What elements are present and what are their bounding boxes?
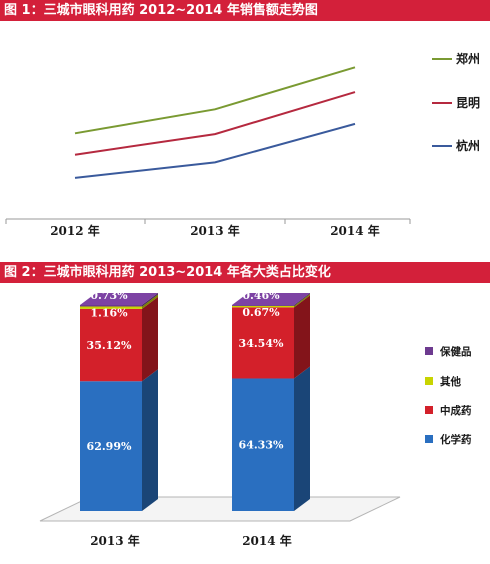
data-label: 35.12% xyxy=(87,339,132,352)
x-tick-label: 2014 年 xyxy=(242,533,292,548)
data-label: 0.67% xyxy=(242,306,280,319)
bar-segment xyxy=(232,307,294,379)
data-label: 34.54% xyxy=(239,337,284,350)
legend-swatch xyxy=(425,347,433,355)
data-label: 62.99% xyxy=(87,440,132,453)
bar-top-face xyxy=(232,293,310,305)
bar-segment-side xyxy=(142,296,158,382)
series-line-2 xyxy=(74,91,356,156)
bar-segment-side xyxy=(142,294,158,309)
bar-segment xyxy=(80,381,142,511)
x-tick-label: 2013 年 xyxy=(190,223,240,238)
legend-swatch xyxy=(425,406,433,414)
bar-segment xyxy=(232,305,294,306)
legend-label: 其他 xyxy=(440,375,461,388)
legend-swatch xyxy=(425,377,433,385)
bar-segment-side xyxy=(142,293,158,307)
data-label: 64.33% xyxy=(239,439,284,452)
legend-label: 化学药 xyxy=(440,433,472,446)
bar-segment-side xyxy=(294,293,310,306)
bar-segment xyxy=(80,306,142,309)
bar-segment-side xyxy=(294,293,310,308)
stacked-bar-chart: 62.99% 35.12% 1.16% 0.73% 2013 年 64.33% 34.54%… xyxy=(39,289,472,548)
bar-segment-side xyxy=(294,295,310,379)
legend-label: 中成药 xyxy=(440,404,472,417)
legend-swatch xyxy=(425,435,433,443)
legend-label: 保健品 xyxy=(439,345,472,358)
legend-label: 杭州 xyxy=(456,138,480,153)
bar-segment xyxy=(232,305,294,308)
bar-top-face xyxy=(80,293,158,305)
data-label: 1.16% xyxy=(90,307,128,320)
legend-label: 郑州 xyxy=(456,51,480,66)
bar-segment xyxy=(232,378,294,511)
bar-segment xyxy=(80,308,142,382)
bar-segment-side xyxy=(294,366,310,511)
series-line-1 xyxy=(74,66,356,135)
chart1-title: 图 1：三城市眼科用药 2012~2014 年销售额走势图 xyxy=(0,0,490,21)
x-tick-label: 2014 年 xyxy=(330,223,380,238)
bar-segment-side xyxy=(142,369,158,511)
x-tick-label: 2013 年 xyxy=(90,533,140,548)
series-line-3 xyxy=(74,122,356,179)
data-label: 0.73% xyxy=(90,289,128,302)
chart2-title: 图 2：三城市眼科用药 2013~2014 年各大类占比变化 xyxy=(0,262,490,283)
legend-label: 昆明 xyxy=(456,96,480,110)
x-tick-label: 2012 年 xyxy=(50,223,100,238)
bar-segment xyxy=(80,305,142,307)
data-label: 0.46% xyxy=(242,289,280,302)
